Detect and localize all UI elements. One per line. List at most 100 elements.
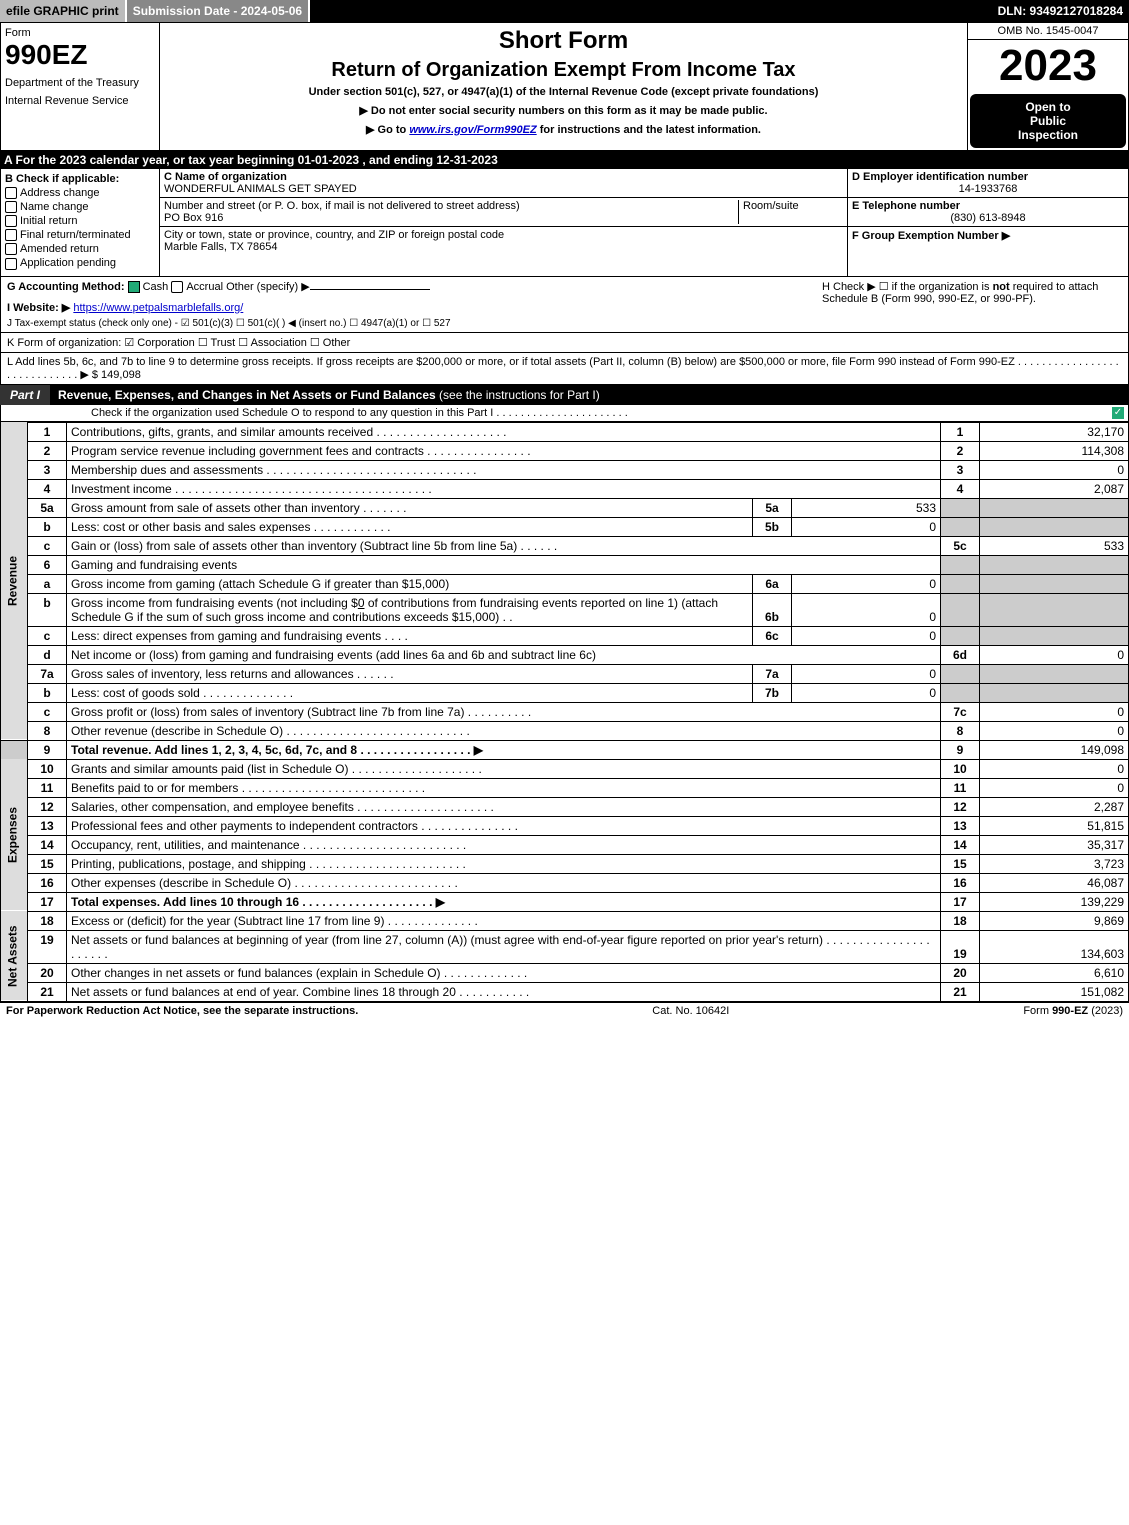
- column-b: B Check if applicable: Address change Na…: [1, 169, 160, 276]
- line-21-value: 151,082: [980, 982, 1129, 1001]
- schedule-o-checkbox-icon[interactable]: ✓: [1112, 407, 1124, 419]
- instruction-ssn: ▶ Do not enter social security numbers o…: [164, 104, 963, 117]
- table-row: b Less: cost or other basis and sales ex…: [1, 517, 1129, 536]
- line-17-value: 139,229: [980, 892, 1129, 911]
- checkbox-accrual-icon[interactable]: [171, 281, 183, 293]
- line-7a-value: 0: [792, 664, 941, 683]
- table-row: Net Assets 18Excess or (deficit) for the…: [1, 911, 1129, 930]
- city-row: City or town, state or province, country…: [160, 227, 847, 255]
- line-19-value: 134,603: [980, 930, 1129, 963]
- checkbox-pending[interactable]: Application pending: [5, 257, 155, 269]
- h-schedule-b: H Check ▶ ☐ if the organization is not r…: [822, 280, 1122, 329]
- group-exemption: F Group Exemption Number ▶: [848, 227, 1128, 276]
- dept-treasury: Department of the Treasury: [5, 77, 155, 89]
- line-4-value: 2,087: [980, 479, 1129, 498]
- checkbox-final[interactable]: Final return/terminated: [5, 229, 155, 241]
- table-row: 13Professional fees and other payments t…: [1, 816, 1129, 835]
- table-row: 20Other changes in net assets or fund ba…: [1, 963, 1129, 982]
- expenses-vertical-label: Expenses: [1, 759, 28, 911]
- line-10-value: 0: [980, 759, 1129, 778]
- checkbox-amended[interactable]: Amended return: [5, 243, 155, 255]
- column-c: C Name of organization WONDERFUL ANIMALS…: [160, 169, 847, 276]
- city-state-zip: Marble Falls, TX 78654: [164, 241, 843, 253]
- ein-value: 14-1933768: [852, 183, 1124, 195]
- table-row: 6 Gaming and fundraising events: [1, 555, 1129, 574]
- form-number: 990EZ: [5, 39, 155, 71]
- table-row: 19Net assets or fund balances at beginni…: [1, 930, 1129, 963]
- table-row: c Gross profit or (loss) from sales of i…: [1, 702, 1129, 721]
- line-7c-value: 0: [980, 702, 1129, 721]
- table-row: Revenue 1 Contributions, gifts, grants, …: [1, 422, 1129, 441]
- dln-label: DLN: 93492127018284: [992, 4, 1129, 18]
- checkbox-cash-icon[interactable]: [128, 281, 140, 293]
- efile-label[interactable]: efile GRAPHIC print: [0, 0, 127, 22]
- line-8-value: 0: [980, 721, 1129, 740]
- accounting-method-row: G Accounting Method: Cash Accrual Other …: [0, 277, 1129, 333]
- line-6a-value: 0: [792, 574, 941, 593]
- line-5c-value: 533: [980, 536, 1129, 555]
- dept-irs: Internal Revenue Service: [5, 95, 155, 107]
- top-bar: efile GRAPHIC print Submission Date - 20…: [0, 0, 1129, 22]
- table-row: 7a Gross sales of inventory, less return…: [1, 664, 1129, 683]
- table-row: c Less: direct expenses from gaming and …: [1, 626, 1129, 645]
- telephone-value: (830) 613-8948: [852, 212, 1124, 224]
- table-row: 15Printing, publications, postage, and s…: [1, 854, 1129, 873]
- room-suite: Room/suite: [738, 200, 843, 224]
- part-1-title: Revenue, Expenses, and Changes in Net As…: [50, 385, 1129, 405]
- form-header: Form 990EZ Department of the Treasury In…: [0, 22, 1129, 151]
- line-16-value: 46,087: [980, 873, 1129, 892]
- table-row: 8 Other revenue (describe in Schedule O)…: [1, 721, 1129, 740]
- org-name: WONDERFUL ANIMALS GET SPAYED: [164, 183, 843, 195]
- checkbox-name[interactable]: Name change: [5, 201, 155, 213]
- table-row: 11Benefits paid to or for members . . . …: [1, 778, 1129, 797]
- line-7b-value: 0: [792, 683, 941, 702]
- j-tax-exempt: J Tax-exempt status (check only one) - ☑…: [7, 318, 822, 329]
- table-row: d Net income or (loss) from gaming and f…: [1, 645, 1129, 664]
- part-1-header: Part I Revenue, Expenses, and Changes in…: [0, 385, 1129, 405]
- table-row: 4 Investment income . . . . . . . . . . …: [1, 479, 1129, 498]
- street-address: PO Box 916: [164, 212, 738, 224]
- subtitle: Under section 501(c), 527, or 4947(a)(1)…: [164, 86, 963, 98]
- header-right: OMB No. 1545-0047 2023 Open to Public In…: [967, 23, 1128, 150]
- gross-receipts-amount: 149,098: [101, 369, 141, 381]
- line-12-value: 2,287: [980, 797, 1129, 816]
- g-accounting: G Accounting Method: Cash Accrual Other …: [7, 280, 822, 329]
- tax-year: 2023: [968, 40, 1128, 92]
- table-row: a Gross income from gaming (attach Sched…: [1, 574, 1129, 593]
- table-row: b Gross income from fundraising events (…: [1, 593, 1129, 626]
- table-row: b Less: cost of goods sold . . . . . . .…: [1, 683, 1129, 702]
- line-5a-value: 533: [792, 498, 941, 517]
- line-6d-value: 0: [980, 645, 1129, 664]
- header-center: Short Form Return of Organization Exempt…: [160, 23, 967, 150]
- revenue-vertical-label: Revenue: [1, 422, 28, 740]
- omb-number: OMB No. 1545-0047: [968, 23, 1128, 40]
- section-a-header: A For the 2023 calendar year, or tax yea…: [0, 151, 1129, 169]
- netassets-vertical-label: Net Assets: [1, 911, 28, 1001]
- header-left: Form 990EZ Department of the Treasury In…: [1, 23, 160, 150]
- table-row: Expenses 10 Grants and similar amounts p…: [1, 759, 1129, 778]
- checkbox-address[interactable]: Address change: [5, 187, 155, 199]
- website-link[interactable]: https://www.petpalsmarblefalls.org/: [73, 302, 243, 314]
- part-1-check-line: Check if the organization used Schedule …: [0, 405, 1129, 422]
- line-18-value: 9,869: [980, 911, 1129, 930]
- submission-date: Submission Date - 2024-05-06: [127, 0, 310, 22]
- table-row: 14Occupancy, rent, utilities, and mainte…: [1, 835, 1129, 854]
- line-15-value: 3,723: [980, 854, 1129, 873]
- paperwork-notice: For Paperwork Reduction Act Notice, see …: [6, 1005, 358, 1017]
- line-3-value: 0: [980, 460, 1129, 479]
- table-row: 5a Gross amount from sale of assets othe…: [1, 498, 1129, 517]
- table-row: 21Net assets or fund balances at end of …: [1, 982, 1129, 1001]
- table-row: 16Other expenses (describe in Schedule O…: [1, 873, 1129, 892]
- catalog-number: Cat. No. 10642I: [652, 1005, 729, 1017]
- line-13-value: 51,815: [980, 816, 1129, 835]
- checkbox-initial[interactable]: Initial return: [5, 215, 155, 227]
- instruction-goto: ▶ Go to www.irs.gov/Form990EZ for instru…: [164, 123, 963, 136]
- table-row: c Gain or (loss) from sale of assets oth…: [1, 536, 1129, 555]
- line-6c-value: 0: [792, 626, 941, 645]
- k-form-organization: K Form of organization: ☑ Corporation ☐ …: [0, 333, 1129, 353]
- table-row: 17Total expenses. Add lines 10 through 1…: [1, 892, 1129, 911]
- table-row: 2 Program service revenue including gove…: [1, 441, 1129, 460]
- irs-link[interactable]: www.irs.gov/Form990EZ: [409, 124, 536, 136]
- telephone-row: E Telephone number (830) 613-8948: [848, 198, 1128, 227]
- info-grid: B Check if applicable: Address change Na…: [0, 169, 1129, 277]
